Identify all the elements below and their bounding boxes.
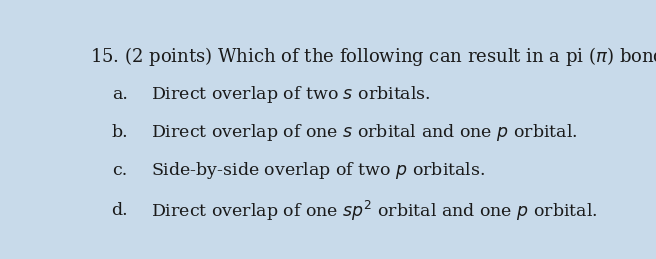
- Text: a.: a.: [112, 87, 128, 103]
- Text: c.: c.: [113, 162, 128, 179]
- Text: b.: b.: [111, 124, 128, 141]
- Text: Side-by-side overlap of two $\mathit{p}$ orbitals.: Side-by-side overlap of two $\mathit{p}$…: [151, 160, 485, 181]
- Text: d.: d.: [111, 202, 128, 219]
- Text: Direct overlap of one $\mathit{s}$ orbital and one $\mathit{p}$ orbital.: Direct overlap of one $\mathit{s}$ orbit…: [151, 122, 577, 143]
- Text: 15. (2 points) Which of the following can result in a pi ($\pi$) bond?: 15. (2 points) Which of the following ca…: [90, 45, 656, 68]
- Text: Direct overlap of one $\mathit{sp}^{2}$ orbital and one $\mathit{p}$ orbital.: Direct overlap of one $\mathit{sp}^{2}$ …: [151, 198, 597, 223]
- Text: Direct overlap of two $\mathit{s}$ orbitals.: Direct overlap of two $\mathit{s}$ orbit…: [151, 84, 430, 105]
